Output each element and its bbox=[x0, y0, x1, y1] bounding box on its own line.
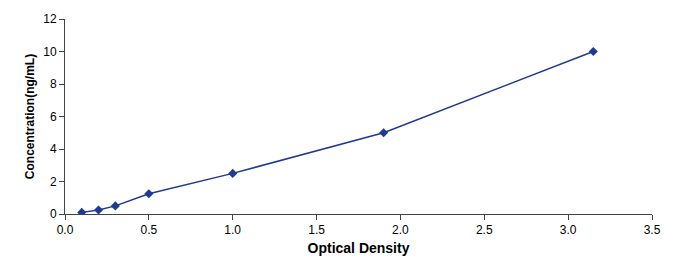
svg-text:1.5: 1.5 bbox=[308, 223, 325, 237]
svg-text:3.5: 3.5 bbox=[644, 223, 661, 237]
svg-text:12: 12 bbox=[43, 12, 57, 26]
svg-text:1.0: 1.0 bbox=[224, 223, 241, 237]
svg-text:4: 4 bbox=[50, 142, 57, 156]
svg-text:0.0: 0.0 bbox=[57, 223, 74, 237]
svg-text:2.5: 2.5 bbox=[476, 223, 493, 237]
svg-text:3.0: 3.0 bbox=[560, 223, 577, 237]
svg-text:Optical Density: Optical Density bbox=[308, 240, 410, 256]
svg-text:0.5: 0.5 bbox=[141, 223, 158, 237]
svg-text:6: 6 bbox=[50, 110, 57, 124]
svg-text:Concentration(ng/mL): Concentration(ng/mL) bbox=[23, 54, 37, 179]
svg-text:0: 0 bbox=[50, 207, 57, 221]
svg-text:8: 8 bbox=[50, 77, 57, 91]
svg-text:2: 2 bbox=[50, 175, 57, 189]
svg-text:10: 10 bbox=[43, 45, 57, 59]
svg-text:2.0: 2.0 bbox=[392, 223, 409, 237]
